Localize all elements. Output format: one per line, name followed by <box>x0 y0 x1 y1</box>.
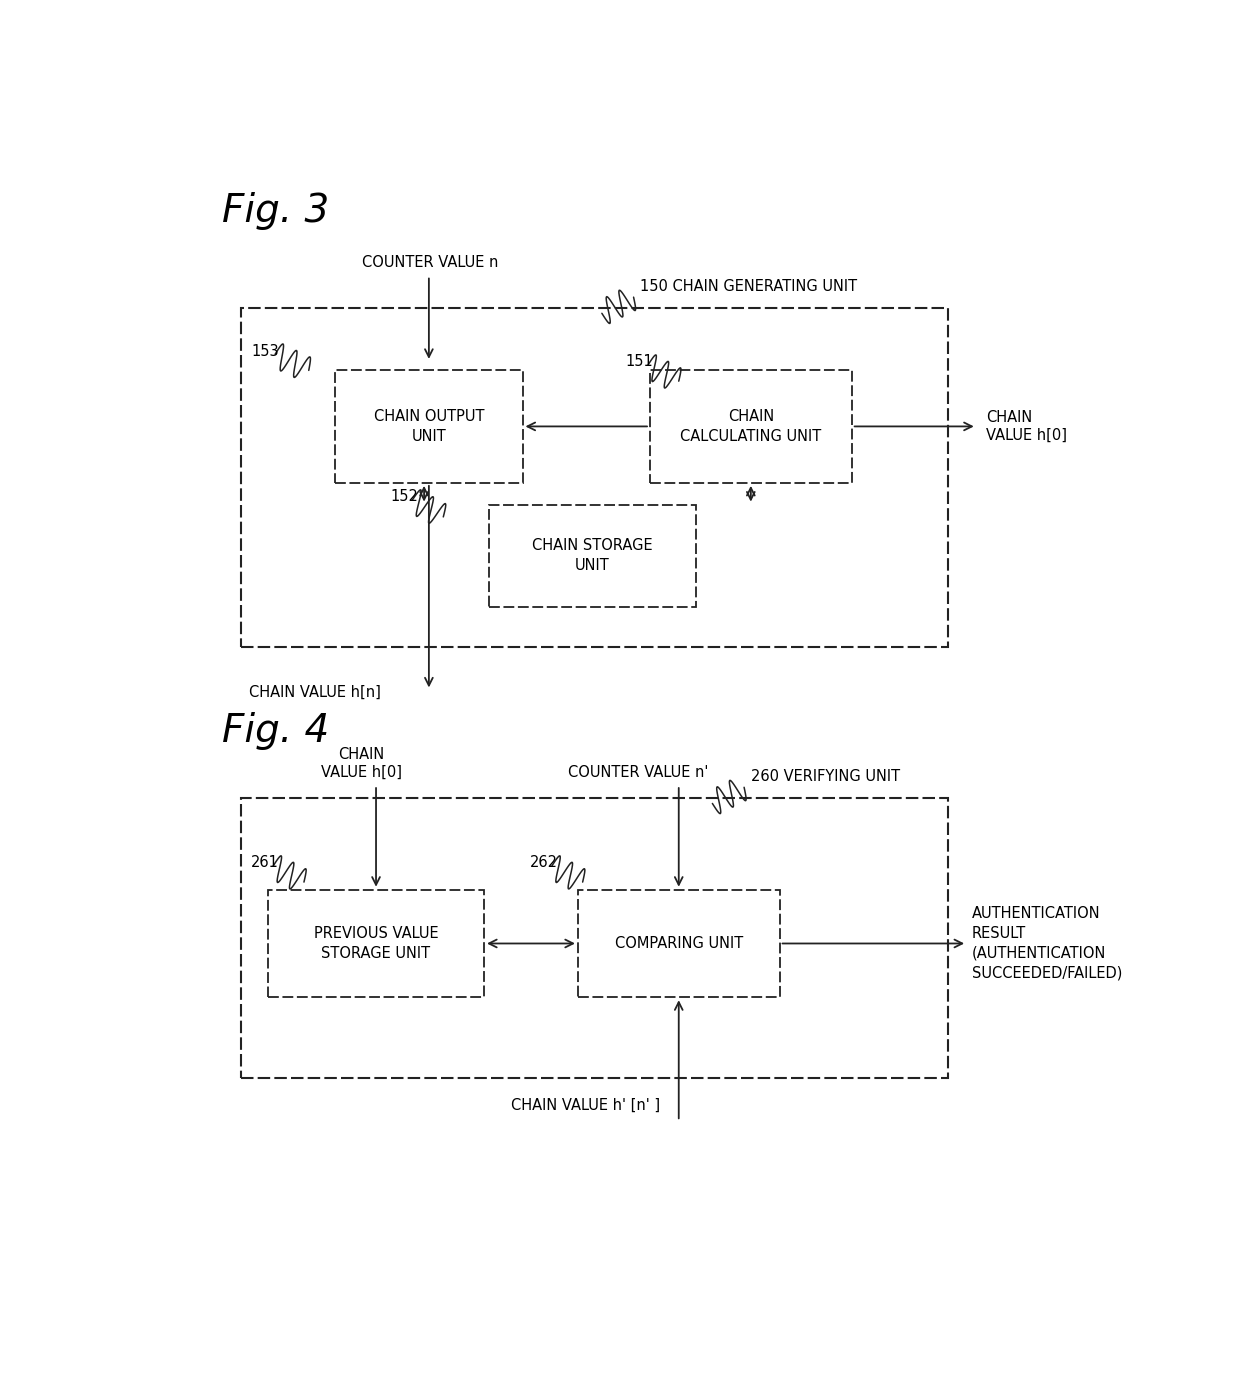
Text: CHAIN VALUE h' [n' ]: CHAIN VALUE h' [n' ] <box>511 1098 660 1112</box>
Text: 150 CHAIN GENERATING UNIT: 150 CHAIN GENERATING UNIT <box>640 278 857 294</box>
Text: 153: 153 <box>250 344 279 358</box>
Text: CHAIN
CALCULATING UNIT: CHAIN CALCULATING UNIT <box>681 409 821 443</box>
Text: AUTHENTICATION
RESULT
(AUTHENTICATION
SUCCEEDED/FAILED): AUTHENTICATION RESULT (AUTHENTICATION SU… <box>972 907 1122 981</box>
Bar <box>268 890 484 997</box>
Text: 260 VERIFYING UNIT: 260 VERIFYING UNIT <box>751 769 900 783</box>
Text: CHAIN VALUE h[n]: CHAIN VALUE h[n] <box>249 686 381 700</box>
Text: 151: 151 <box>626 354 653 369</box>
Bar <box>650 369 852 483</box>
Text: COMPARING UNIT: COMPARING UNIT <box>615 936 743 951</box>
Bar <box>489 505 696 607</box>
Text: CHAIN
VALUE h[0]: CHAIN VALUE h[0] <box>986 410 1068 442</box>
Bar <box>578 890 780 997</box>
Text: COUNTER VALUE n': COUNTER VALUE n' <box>568 765 708 779</box>
Text: CHAIN
VALUE h[0]: CHAIN VALUE h[0] <box>321 747 402 779</box>
Text: 261: 261 <box>250 855 279 870</box>
Text: CHAIN STORAGE
UNIT: CHAIN STORAGE UNIT <box>532 539 652 574</box>
Text: 152: 152 <box>391 488 418 504</box>
Text: Fig. 3: Fig. 3 <box>222 192 330 229</box>
Text: COUNTER VALUE n: COUNTER VALUE n <box>362 255 498 270</box>
Bar <box>335 369 522 483</box>
Bar <box>242 308 947 648</box>
Text: Fig. 4: Fig. 4 <box>222 712 330 750</box>
Text: CHAIN OUTPUT
UNIT: CHAIN OUTPUT UNIT <box>373 409 484 443</box>
Bar <box>242 797 947 1079</box>
Text: 262: 262 <box>529 855 558 870</box>
Text: PREVIOUS VALUE
STORAGE UNIT: PREVIOUS VALUE STORAGE UNIT <box>314 926 439 961</box>
